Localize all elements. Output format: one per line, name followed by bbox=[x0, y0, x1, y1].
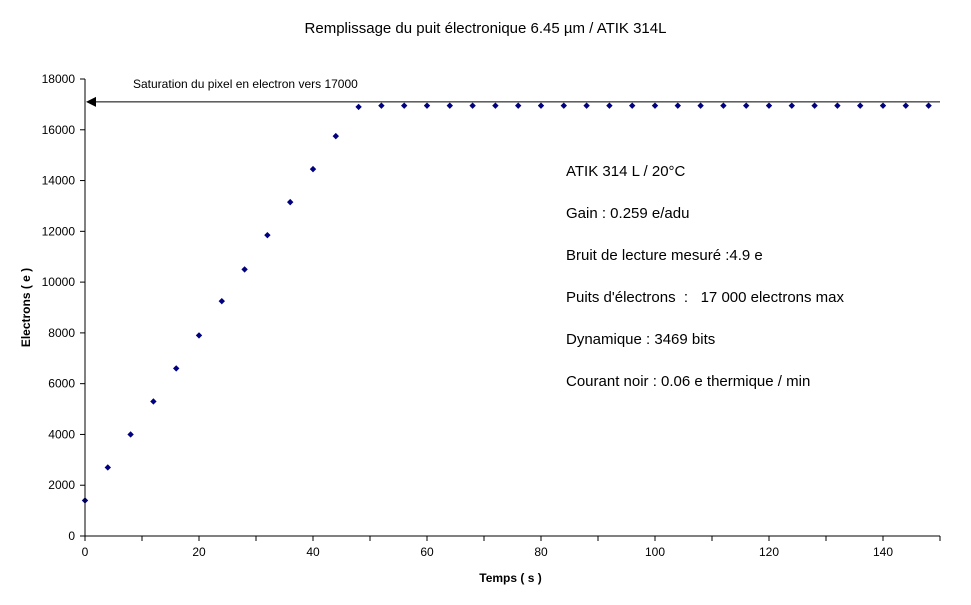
data-point bbox=[674, 102, 681, 109]
data-point bbox=[378, 102, 385, 109]
data-point bbox=[811, 102, 818, 109]
y-tick-label: 2000 bbox=[48, 478, 75, 492]
data-point bbox=[583, 102, 590, 109]
y-tick-label: 18000 bbox=[42, 72, 76, 86]
x-tick-label: 60 bbox=[420, 545, 434, 559]
data-point bbox=[651, 102, 659, 109]
data-point bbox=[515, 102, 522, 109]
data-point bbox=[241, 266, 248, 273]
x-axis-label: Temps ( s ) bbox=[479, 571, 541, 585]
data-point bbox=[925, 102, 932, 109]
y-tick-label: 10000 bbox=[42, 275, 76, 289]
data-point bbox=[104, 464, 111, 471]
data-point bbox=[287, 198, 294, 206]
data-point bbox=[492, 102, 499, 109]
y-tick-label: 12000 bbox=[42, 224, 76, 238]
x-tick-label: 20 bbox=[192, 545, 206, 559]
data-point bbox=[355, 103, 362, 111]
data-point bbox=[834, 102, 841, 109]
data-point bbox=[446, 102, 453, 109]
data-point bbox=[195, 332, 203, 339]
info-line-full-well: Puits d'électrons : 17 000 electrons max bbox=[566, 289, 845, 306]
data-point bbox=[857, 102, 864, 109]
info-line-dynamic: Dynamique : 3469 bits bbox=[566, 331, 716, 348]
info-line-camera: ATIK 314 L / 20°C bbox=[566, 163, 686, 180]
x-tick-label: 120 bbox=[759, 545, 779, 559]
data-point bbox=[127, 431, 134, 438]
info-line-dark-current: Courant noir : 0.06 e thermique / min bbox=[566, 373, 811, 390]
y-tick-label: 14000 bbox=[42, 174, 76, 188]
y-tick-label: 16000 bbox=[42, 123, 76, 137]
saturation-arrowhead-icon bbox=[86, 96, 96, 107]
data-point bbox=[309, 165, 317, 173]
x-tick-label: 100 bbox=[645, 545, 665, 559]
data-point bbox=[264, 231, 271, 239]
data-point bbox=[173, 365, 180, 372]
x-tick-label: 40 bbox=[306, 545, 320, 559]
y-tick-label: 8000 bbox=[48, 326, 75, 340]
y-tick-label: 6000 bbox=[48, 377, 75, 391]
x-tick-label: 80 bbox=[534, 545, 548, 559]
data-point bbox=[423, 102, 431, 109]
data-point bbox=[560, 102, 567, 109]
y-tick-label: 4000 bbox=[48, 427, 75, 441]
info-panel: ATIK 314 L / 20°C Gain : 0.259 e/adu Bru… bbox=[566, 162, 844, 414]
saturation-label: Saturation du pixel en electron vers 170… bbox=[133, 77, 358, 91]
y-axis-label: Electrons ( e ) bbox=[19, 268, 33, 347]
data-point bbox=[469, 102, 476, 109]
data-point bbox=[720, 102, 727, 109]
data-point bbox=[150, 398, 157, 405]
x-tick-label: 0 bbox=[82, 545, 89, 559]
y-tick-label: 0 bbox=[68, 529, 75, 543]
data-point bbox=[332, 132, 339, 140]
data-point bbox=[629, 102, 636, 109]
chart-title: Remplissage du puit électronique 6.45 µm… bbox=[304, 20, 667, 37]
info-line-gain: Gain : 0.259 e/adu bbox=[566, 205, 690, 222]
data-point bbox=[218, 297, 225, 305]
data-point bbox=[788, 102, 795, 109]
data-point bbox=[697, 102, 704, 109]
x-tick-label: 140 bbox=[873, 545, 893, 559]
data-point bbox=[606, 102, 613, 109]
data-point bbox=[743, 102, 750, 109]
data-point bbox=[902, 102, 909, 109]
info-line-read-noise: Bruit de lecture mesuré :4.9 e bbox=[566, 247, 763, 264]
data-point bbox=[537, 102, 545, 109]
data-point bbox=[401, 102, 408, 109]
data-point bbox=[879, 102, 887, 109]
data-point bbox=[765, 102, 773, 109]
